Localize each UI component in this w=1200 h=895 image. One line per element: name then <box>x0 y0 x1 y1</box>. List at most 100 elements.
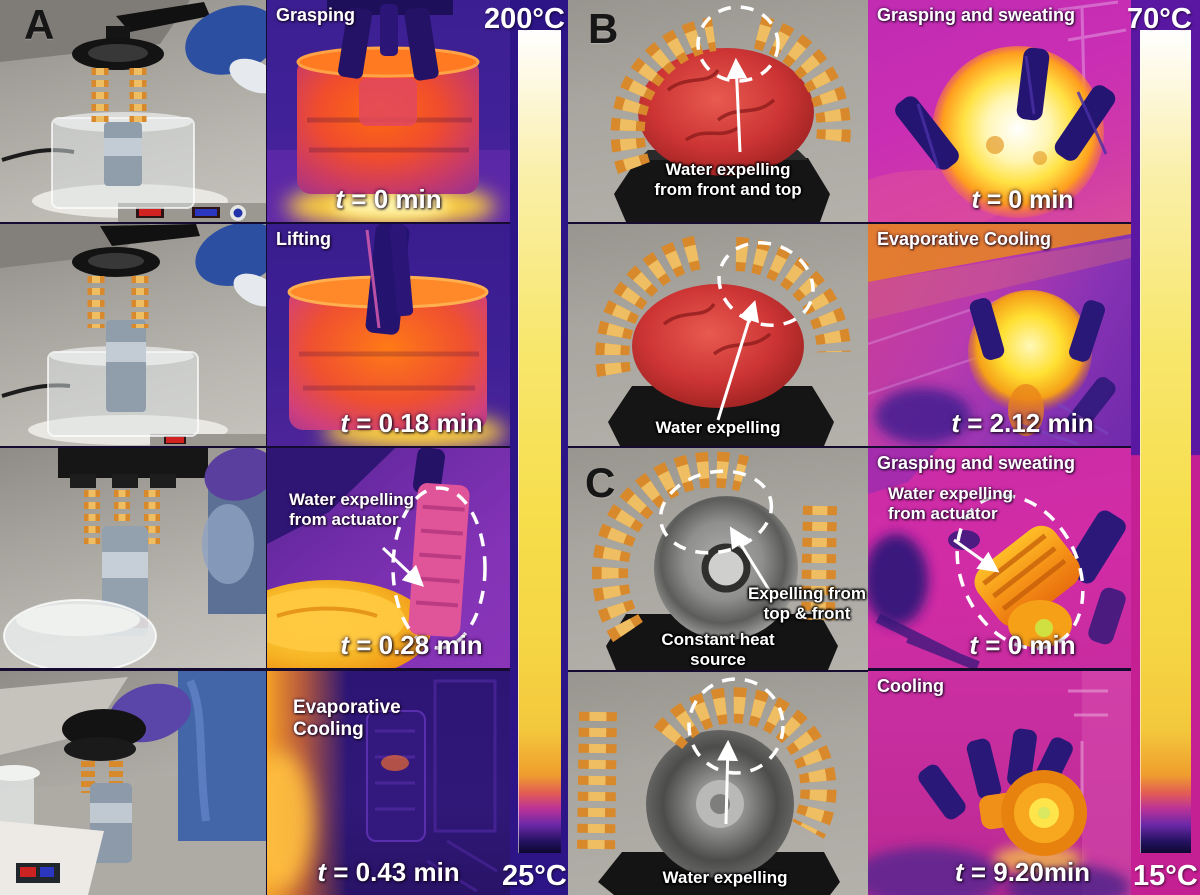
caption-line: source <box>690 649 746 669</box>
caption-line: Water expelling <box>662 868 788 887</box>
photo-c-expelling: Water expelling <box>568 672 868 895</box>
colorbar-a-min: 25°C <box>502 860 567 892</box>
thermal-a3-scene <box>267 448 487 668</box>
thermal-annotation: Water expelling from actuator <box>888 484 1013 523</box>
annotation-arrow <box>726 57 748 153</box>
dashed-circle <box>687 677 785 775</box>
thermal-c-cooling: Cooling t = 9.20min <box>868 671 1131 895</box>
timestamp: t = 0.43 min <box>267 857 510 888</box>
thermal-title: Lifting <box>276 229 331 249</box>
time-value: = 0 min <box>985 630 1076 660</box>
photo-b2-scene <box>595 235 851 446</box>
thermal-a-grasping: Grasping t = 0 min <box>267 0 510 222</box>
thermal-title: Grasping and sweating <box>877 453 1076 473</box>
thermal-annotation: Water expelling from actuator <box>289 490 414 529</box>
photo-caption-expelling: Expelling from top & front <box>746 584 868 623</box>
panel-b-label: B <box>588 5 619 52</box>
caption-line: Constant heat <box>661 630 775 649</box>
time-variable: t <box>954 857 964 887</box>
time-value: = 9.20min <box>970 857 1091 887</box>
title-line: Evaporative <box>293 697 401 718</box>
photo-a2-scene <box>0 224 266 446</box>
annotation-arrow <box>381 546 425 587</box>
photo-caption: Water expelling from front and top <box>623 160 833 199</box>
caption-line: Water expelling <box>655 418 781 437</box>
timestamp: t = 2.12 min <box>868 408 1131 439</box>
colorbar-a: 200°C 25°C <box>484 0 568 895</box>
time-variable: t <box>971 186 980 214</box>
thermal-a1-scene <box>267 0 510 222</box>
photo-caption: Water expelling <box>640 868 810 888</box>
caption-line: Expelling from <box>747 584 867 603</box>
photo-caption: Water expelling <box>613 418 823 438</box>
time-variable: t <box>340 630 349 660</box>
photo-a-grasping: A <box>0 0 266 222</box>
photo-c1-scene <box>592 451 838 670</box>
photo-a3-scene <box>3 448 266 668</box>
photo-b-expelling: Water expelling <box>568 224 868 446</box>
time-value: = 0.28 min <box>356 630 483 660</box>
thermal-title: Cooling <box>877 676 944 696</box>
hot-cylinder <box>974 525 1081 627</box>
time-value: = 2.12 min <box>967 408 1094 438</box>
caption-line: Water expelling <box>665 160 791 179</box>
photo-a4-scene <box>0 671 266 895</box>
thermal-title: Grasping and sweating <box>877 5 1076 25</box>
photo-a-lifted <box>0 448 266 668</box>
timestamp: t = 0 min <box>267 184 510 215</box>
colorbar-a-gradient <box>518 30 561 853</box>
time-value: = 0 min <box>986 186 1074 214</box>
dashed-ellipse <box>696 5 780 83</box>
timestamp: t = 0.18 min <box>267 408 510 439</box>
time-variable: t <box>317 857 326 887</box>
time-variable: t <box>335 184 345 214</box>
time-value: = 0.18 min <box>356 408 483 438</box>
annotation-arrow <box>729 526 776 599</box>
time-variable: t <box>969 630 979 660</box>
annotation-line: Water expelling <box>289 490 415 509</box>
thermal-a-expelling: Water expelling from actuator t = 0.28 m… <box>267 448 510 668</box>
photo-b1-scene <box>610 5 851 222</box>
caption-line: top & front <box>763 603 851 623</box>
panel-c-label: C <box>585 459 616 506</box>
photo-c-heat-source: C Expelling from top & front Constant he… <box>568 448 868 670</box>
timestamp: t = 9.20min <box>868 857 1131 888</box>
timestamp: t = 0 min <box>868 186 1131 215</box>
thermal-b1-scene <box>868 0 1127 222</box>
photo-a-lifting <box>0 224 266 446</box>
annotation-line: Water expelling <box>888 484 1014 503</box>
timestamp: t = 0.28 min <box>267 630 510 661</box>
dashed-ellipse <box>658 469 774 555</box>
colorbar-b: 70°C 15°C <box>1127 0 1200 895</box>
thermal-c1-scene <box>868 448 1126 668</box>
photo-caption-heat-source: Constant heat source <box>638 630 798 669</box>
time-variable: t <box>951 408 960 438</box>
thermal-b2-scene <box>868 224 1131 446</box>
colorbar-b-gradient <box>1140 30 1191 853</box>
thermal-a4-scene <box>267 671 498 895</box>
panel-a-label: A <box>24 1 55 48</box>
time-variable: t <box>340 408 349 438</box>
thermal-c-grasping: Grasping and sweating Water expelling fr… <box>868 448 1131 668</box>
photo-a-cooling <box>0 671 266 895</box>
time-value: = 0.43 min <box>333 857 460 887</box>
photo-c2-scene <box>577 677 840 895</box>
annotation-arrow <box>717 739 739 825</box>
thermal-a2-scene <box>287 224 507 446</box>
thermal-title: Evaporative Cooling <box>293 697 401 741</box>
thermal-title: Evaporative Cooling <box>877 229 1052 249</box>
colorbar-b-min: 15°C <box>1133 860 1198 892</box>
annotation-line: from actuator <box>888 503 998 523</box>
thermal-b-evap-cooling: Evaporative Cooling t = 2.12 min <box>868 224 1131 446</box>
annotation-line: from actuator <box>289 509 399 529</box>
thermal-title: Grasping <box>276 5 356 25</box>
photo-a1-scene <box>0 0 266 222</box>
title-line: Cooling <box>293 718 364 740</box>
annotation-arrow <box>716 299 760 421</box>
timestamp: t = 0 min <box>868 630 1131 661</box>
thermal-a-evap-cooling: Evaporative Cooling t = 0.43 min <box>267 671 510 895</box>
colorbar-a-max: 200°C <box>484 3 565 35</box>
time-value: = 0 min <box>351 184 442 214</box>
colorbar-b-max: 70°C <box>1127 3 1192 35</box>
